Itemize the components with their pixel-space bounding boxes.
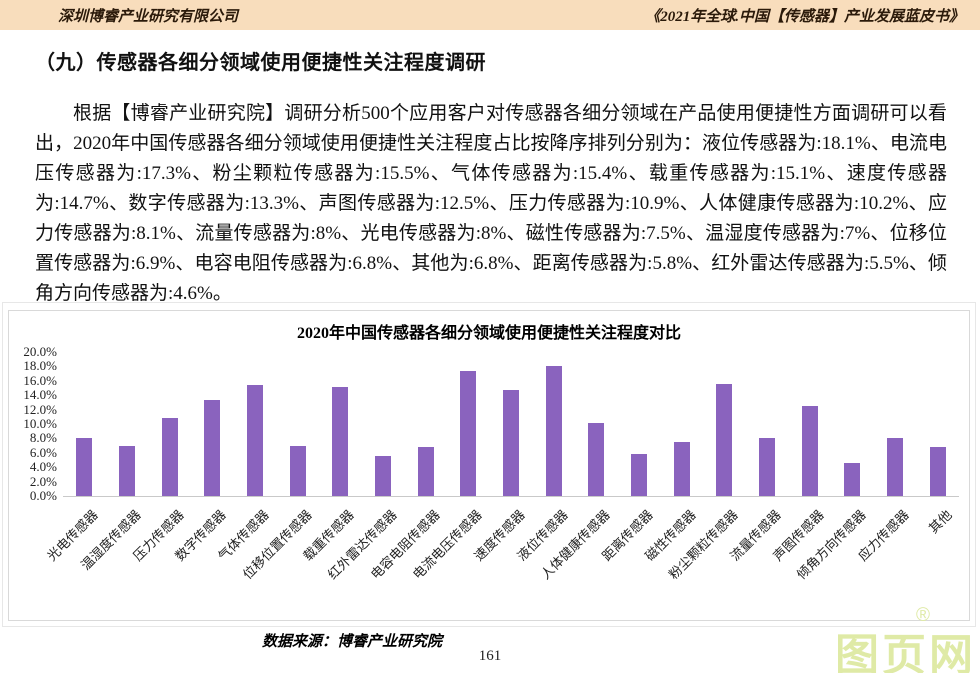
bar-人体健康传感器 <box>588 422 605 496</box>
y-tick-label: 8.0% <box>29 430 57 446</box>
x-tick-label: 其他 <box>925 507 955 537</box>
bar-电容电阻传感器 <box>417 447 434 496</box>
bar-粉尘颗粒传感器 <box>716 384 733 496</box>
header-report-title: 《2021年全球.中国【传感器】产业发展蓝皮书》 <box>645 8 964 25</box>
chart-container: 2020年中国传感器各细分领域使用便捷性关注程度对比 0.0% 2.0% 4.0% 6… <box>2 302 976 627</box>
data-source-note: 数据来源：博睿产业研究院 <box>262 634 443 650</box>
y-tick-label: 4.0% <box>29 459 57 475</box>
bar-液位传感器 <box>545 365 562 496</box>
y-tick-label: 2.0% <box>29 473 57 489</box>
bar-电流电压传感器 <box>460 371 477 496</box>
bar-气体传感器 <box>247 385 263 496</box>
bar-速度传感器 <box>503 390 519 496</box>
bar-光电传感器 <box>76 438 93 496</box>
bar-流量传感器 <box>759 438 775 496</box>
x-axis-labels: 光电传感器 温湿度传感器 压力传感器 数字传感器 气体传感器 位移位置传感器 载重传感器 红外… <box>44 499 959 617</box>
body-paragraph: 根据【博睿产业研究院】调研分析500个应用客户对传感器各细分领域在产品使用便捷性… <box>35 103 947 304</box>
page-header-band: 深圳博睿产业研究有限公司 《2021年全球.中国【传感器】产业发展蓝皮书》 <box>0 0 980 30</box>
page-number: 161 <box>478 648 502 664</box>
y-tick-label: 20.0% <box>23 344 57 359</box>
y-tick-label: 12.0% <box>23 401 57 417</box>
bar-位移位置传感器 <box>289 446 306 496</box>
bar-其他 <box>929 447 946 496</box>
watermark-text: 图页网 <box>835 631 976 673</box>
y-tick-label: 14.0% <box>23 387 57 403</box>
watermark-registered-icon: ® <box>916 605 930 626</box>
y-tick-label: 6.0% <box>29 444 57 460</box>
bar-压力传感器 <box>161 417 178 496</box>
bar-倾角方向传感器 <box>844 462 861 496</box>
bar-距离传感器 <box>631 454 647 496</box>
section-heading: （九）传感器各细分领域使用便捷性关注程度调研 <box>35 52 486 74</box>
plot-area <box>63 352 959 497</box>
chart-title: 2020年中国传感器各细分领域使用便捷性关注程度对比 <box>296 325 681 342</box>
header-company-name: 深圳博睿产业研究有限公司 <box>58 8 239 25</box>
bar-声图传感器 <box>801 406 818 496</box>
y-tick-label: 0.0% <box>29 488 57 503</box>
y-tick-label: 10.0% <box>23 416 57 431</box>
y-tick-label: 16.0% <box>23 372 57 388</box>
bar-载重传感器 <box>332 387 349 496</box>
chart-frame: 2020年中国传感器各细分领域使用便捷性关注程度对比 0.0% 2.0% 4.0% 6… <box>8 310 970 621</box>
y-axis-labels: 0.0% 2.0% 4.0% 6.0% 8.0% 10.0% 12.0% 14.0% 16.0%… <box>9 344 61 503</box>
watermark-logo: ® 图页网 <box>835 605 976 673</box>
bar-应力传感器 <box>887 437 903 496</box>
bar-磁性传感器 <box>673 442 690 496</box>
bar-温湿度传感器 <box>118 445 135 496</box>
bar-红外雷达传感器 <box>375 456 391 496</box>
y-tick-label: 18.0% <box>23 358 57 374</box>
bar-数字传感器 <box>204 400 221 496</box>
